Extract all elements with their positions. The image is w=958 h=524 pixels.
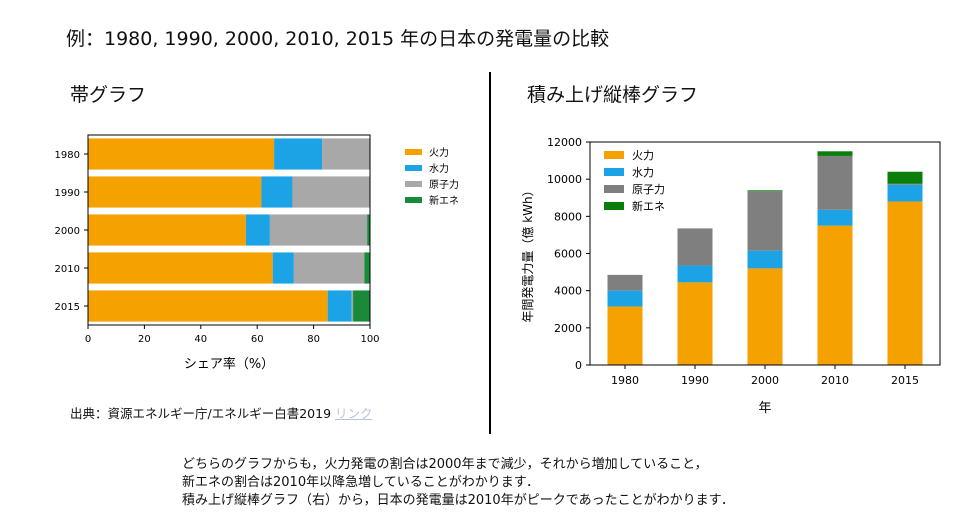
- x-tick-label: 2000: [751, 374, 779, 387]
- column-segment: [817, 209, 853, 226]
- y-tick-label: 1990: [55, 188, 80, 199]
- source-text: 出典：資源エネルギー庁/エネルギー白書2019: [70, 406, 332, 421]
- column-segment: [607, 274, 643, 291]
- y-tick-label: 10000: [547, 173, 582, 186]
- panel-divider: [489, 72, 491, 434]
- legend-swatch: [405, 197, 422, 203]
- legend-swatch: [405, 181, 422, 187]
- y-tick-label: 4000: [554, 285, 582, 298]
- legend-label: 原子力: [632, 183, 665, 196]
- legend-label: 火力: [429, 146, 449, 159]
- y-tick-label: 2010: [55, 264, 80, 275]
- y-tick-label: 2000: [554, 322, 582, 335]
- bar-segment: [272, 252, 294, 284]
- bar-segment: [292, 176, 370, 208]
- plot-frame: [87, 134, 371, 326]
- bar-segment: [88, 214, 246, 246]
- y-tick-label: 8000: [554, 210, 582, 223]
- legend-label: 火力: [632, 149, 654, 162]
- y-tick-label: 2015: [55, 302, 80, 313]
- column-segment: [747, 191, 783, 251]
- legend-label: 新エネ: [429, 194, 459, 207]
- column-segment: [747, 250, 783, 269]
- legend-swatch: [604, 185, 624, 193]
- legend-label: 新エネ: [632, 199, 665, 213]
- column-segment: [747, 190, 783, 192]
- x-tick-label: 100: [360, 334, 379, 345]
- column-segment: [607, 290, 643, 307]
- column-segment: [677, 228, 713, 266]
- y-tick-label: 2000: [55, 226, 80, 237]
- bar-segment: [88, 176, 262, 208]
- column-segment: [887, 183, 923, 185]
- bar-segment: [88, 290, 328, 322]
- bar-segment: [367, 214, 370, 246]
- summary-line: どちらのグラフからも，火力発電の割合は2000年まで減少，それから増加しているこ…: [182, 457, 708, 472]
- legend-swatch: [604, 168, 624, 176]
- bar-segment: [322, 138, 370, 170]
- source-note: 出典：資源エネルギー庁/エネルギー白書2019 リンク: [70, 403, 373, 422]
- bar-segment: [245, 214, 270, 246]
- legend-label: 原子力: [429, 178, 459, 191]
- x-tick-label: 1990: [681, 374, 709, 387]
- summary-line: 積み上げ縦棒グラフ（右）から，日本の発電量は2010年がピークであったことがわか…: [182, 493, 735, 508]
- x-tick-label: 1980: [611, 374, 639, 387]
- column-segment: [817, 155, 853, 210]
- bar-segment: [364, 252, 370, 284]
- bar-segment: [261, 176, 293, 208]
- left-chart-title: 帯グラフ: [70, 84, 147, 106]
- column-segment: [887, 184, 923, 202]
- source-link[interactable]: リンク: [335, 406, 373, 421]
- page-title: 例：1980, 1990, 2000, 2010, 2015 年の日本の発電量の…: [66, 28, 610, 50]
- y-tick-label: 6000: [554, 248, 582, 261]
- legend-label: 水力: [632, 166, 654, 179]
- y-tick-label: 12000: [547, 136, 582, 149]
- y-axis-label: 年間発電力量（億 kWh）: [521, 184, 535, 322]
- right-chart-title: 積み上げ縦棒グラフ: [527, 84, 699, 106]
- x-tick-label: 20: [138, 334, 151, 345]
- column-segment: [817, 151, 853, 156]
- x-axis-label: 年: [758, 401, 771, 416]
- legend-label: 水力: [429, 162, 449, 175]
- bar-segment: [274, 138, 323, 170]
- column-segment: [677, 265, 713, 283]
- x-tick-label: 2010: [821, 374, 849, 387]
- column-segment: [677, 282, 713, 365]
- x-tick-label: 0: [85, 334, 91, 345]
- bar-segment: [269, 214, 368, 246]
- x-tick-label: 80: [307, 334, 320, 345]
- x-tick-label: 60: [251, 334, 264, 345]
- summary-text: どちらのグラフからも，火力発電の割合は2000年まで減少，それから増加しているこ…: [182, 456, 734, 510]
- summary-line: 新エネの割合は2010年以降急増していることがわかります．: [182, 475, 540, 490]
- horizontal-bar-chart: 1980 1990 2000 2010 2015 0 20 40 60 80 100 シェア率（%） 火…: [55, 134, 459, 372]
- column-segment: [817, 225, 853, 365]
- bar-segment: [88, 138, 275, 170]
- bar-segment: [293, 252, 365, 284]
- column-segment: [887, 171, 923, 184]
- column-segment: [607, 306, 643, 365]
- legend-swatch: [405, 165, 422, 171]
- legend-swatch: [604, 151, 624, 159]
- x-tick-label: 40: [194, 334, 207, 345]
- bar-segment: [88, 252, 273, 284]
- legend-swatch: [604, 202, 624, 210]
- legend-swatch: [405, 149, 422, 155]
- column-segment: [887, 201, 923, 365]
- bar-segment: [351, 290, 354, 322]
- y-tick-label: 1980: [55, 150, 80, 161]
- column-segment: [747, 268, 783, 365]
- stacked-column-chart: 1980 1990 2000 2010 2015 0 2000 4000 6000 8000 100…: [521, 136, 941, 416]
- x-tick-label: 2015: [891, 374, 919, 387]
- x-axis-label: シェア率（%）: [184, 356, 274, 372]
- bar-segment: [327, 290, 352, 322]
- bar-segment: [353, 290, 370, 322]
- y-tick-label: 0: [575, 359, 582, 372]
